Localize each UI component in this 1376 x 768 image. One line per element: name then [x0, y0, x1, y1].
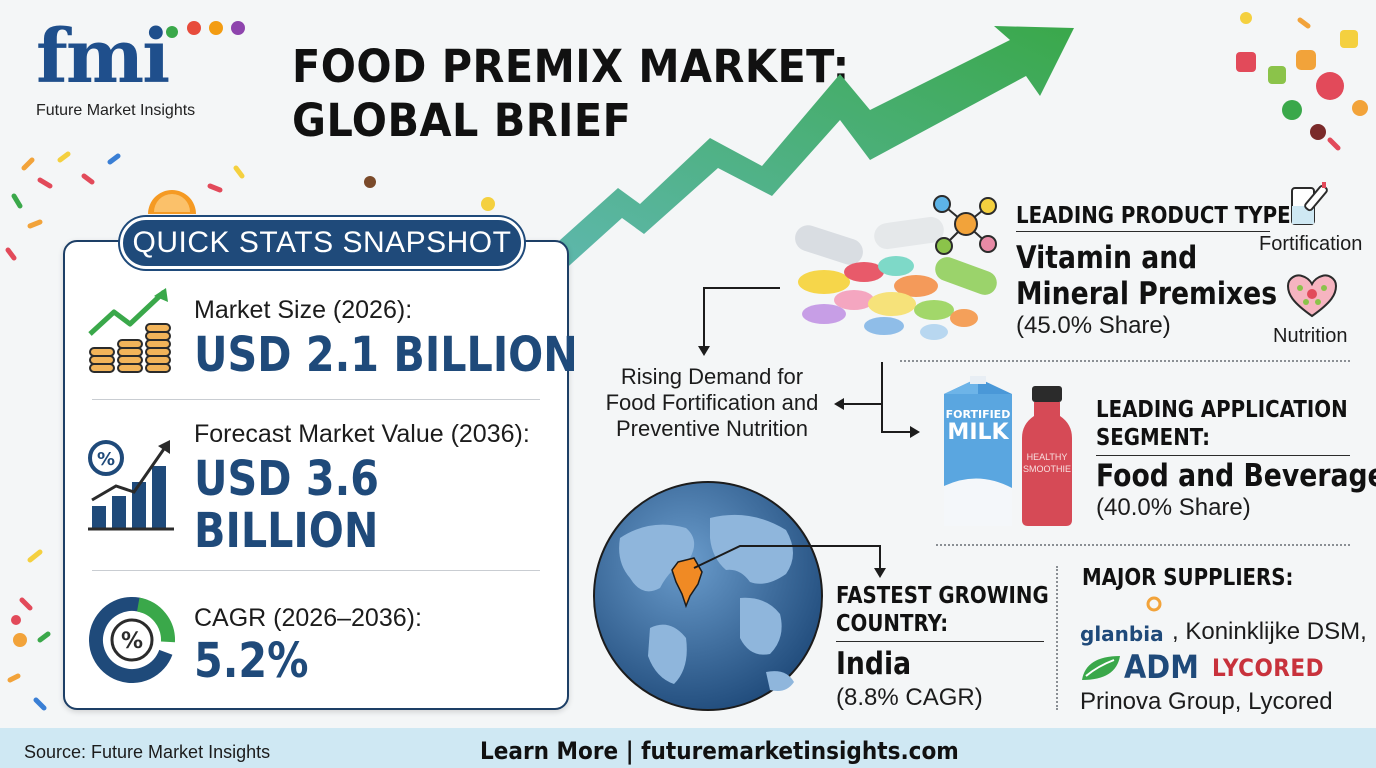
percent-donut-icon: % — [89, 597, 175, 683]
bottle-label-line1: HEALTHY — [1026, 452, 1068, 462]
application-heading-line2: SEGMENT: — [1096, 425, 1211, 451]
learn-more-link[interactable]: Learn More | futuremarketinsights.com — [480, 737, 959, 765]
coins-growth-icon — [88, 288, 171, 373]
logo-wordmark: fmi — [36, 14, 170, 100]
application-value: Food and Beverages — [1096, 458, 1376, 494]
bottle-label-line2: SMOOTHIE — [1022, 464, 1071, 474]
svg-text:%: % — [121, 629, 143, 654]
page-title: FOOD PREMIX MARKET: GLOBAL BRIEF — [292, 40, 881, 148]
carton-label-line2: MILK — [947, 420, 1009, 445]
page-title-line1: FOOD PREMIX MARKET: — [292, 40, 850, 93]
percent-bar-chart-icon: % — [88, 440, 174, 531]
country-value: India — [836, 646, 912, 682]
connector-arrows — [698, 287, 920, 438]
india-callout-line — [693, 545, 886, 578]
section-rule — [1016, 231, 1270, 232]
section-rule — [836, 641, 1044, 642]
stats-divider — [92, 399, 540, 400]
carton-label-line1: FORTIFIED — [945, 408, 1011, 421]
growth-arrow-icon — [540, 26, 1074, 274]
adm-leaf-icon — [1082, 656, 1120, 680]
forecast-value-line1: USD 3.6 — [194, 451, 380, 507]
logo-tagline: Future Market Insights — [36, 102, 196, 119]
section-divider — [900, 360, 1350, 362]
market-size-label: Market Size (2026): — [194, 296, 413, 324]
fmi-logo[interactable]: fmi Future Market Insights — [36, 14, 245, 128]
cagr-label: CAGR (2026–2036): — [194, 604, 422, 632]
footer-source: Source: Future Market Insights — [24, 742, 271, 762]
logo-people-icon — [166, 21, 245, 38]
vertical-divider — [1056, 566, 1058, 710]
section-divider — [936, 544, 1350, 546]
product-type-value-line2: Mineral Premixes — [1016, 276, 1278, 312]
fortification-icon — [1291, 182, 1328, 225]
section-rule — [1096, 455, 1350, 456]
forecast-value-label: Forecast Market Value (2036): — [194, 420, 530, 448]
product-type-value-line1: Vitamin and — [1016, 240, 1198, 276]
supplier-lycored-logo: LYCORED — [1212, 654, 1324, 682]
forecast-value-line2: BILLION — [194, 503, 379, 559]
quick-stats-header: QUICK STATS SNAPSHOT — [120, 217, 524, 269]
market-driver-text: Rising Demand for Food Fortification and… — [594, 364, 830, 442]
country-heading-line1: FASTEST GROWING — [836, 583, 1049, 609]
page-title-line2: GLOBAL BRIEF — [292, 94, 632, 147]
nutrition-label: Nutrition — [1273, 325, 1348, 347]
application-share: (40.0% Share) — [1096, 494, 1251, 521]
market-driver-line2: Food Fortification and — [605, 390, 819, 415]
market-driver-line1: Rising Demand for — [620, 364, 804, 389]
smoothie-bottle-illustration — [1022, 386, 1072, 526]
supplier-adm-logo: ADM — [1124, 648, 1199, 686]
pills-illustration — [795, 216, 997, 340]
molecule-icon — [933, 195, 997, 255]
market-driver-line3: Preventive Nutrition — [616, 416, 808, 441]
supplier-prinova-text: Prinova Group, Lycored — [1080, 688, 1333, 715]
stats-divider — [92, 570, 540, 571]
country-heading-line2: COUNTRY: — [836, 611, 949, 637]
supplier-dsm-text: , Koninklijke DSM, — [1172, 618, 1367, 645]
milk-carton-illustration — [944, 376, 1012, 526]
svg-text:%: % — [97, 449, 115, 470]
footer-bar — [0, 728, 1376, 768]
fortification-label: Fortification — [1259, 233, 1363, 255]
nutrition-heart-icon — [1286, 274, 1338, 318]
supplier-glanbia-logo: glanbia — [1080, 622, 1164, 646]
globe-india-map — [593, 481, 823, 711]
product-type-share: (45.0% Share) — [1016, 312, 1171, 339]
market-size-value: USD 2.1 BILLION — [194, 327, 578, 383]
cagr-value: 5.2% — [194, 633, 309, 689]
product-type-heading: LEADING PRODUCT TYPE: — [1016, 203, 1299, 229]
suppliers-heading: MAJOR SUPPLIERS: — [1082, 565, 1294, 591]
application-heading-line1: LEADING APPLICATION — [1096, 397, 1348, 423]
glanbia-logo-icon — [1142, 596, 1166, 620]
country-cagr: (8.8% CAGR) — [836, 684, 983, 711]
